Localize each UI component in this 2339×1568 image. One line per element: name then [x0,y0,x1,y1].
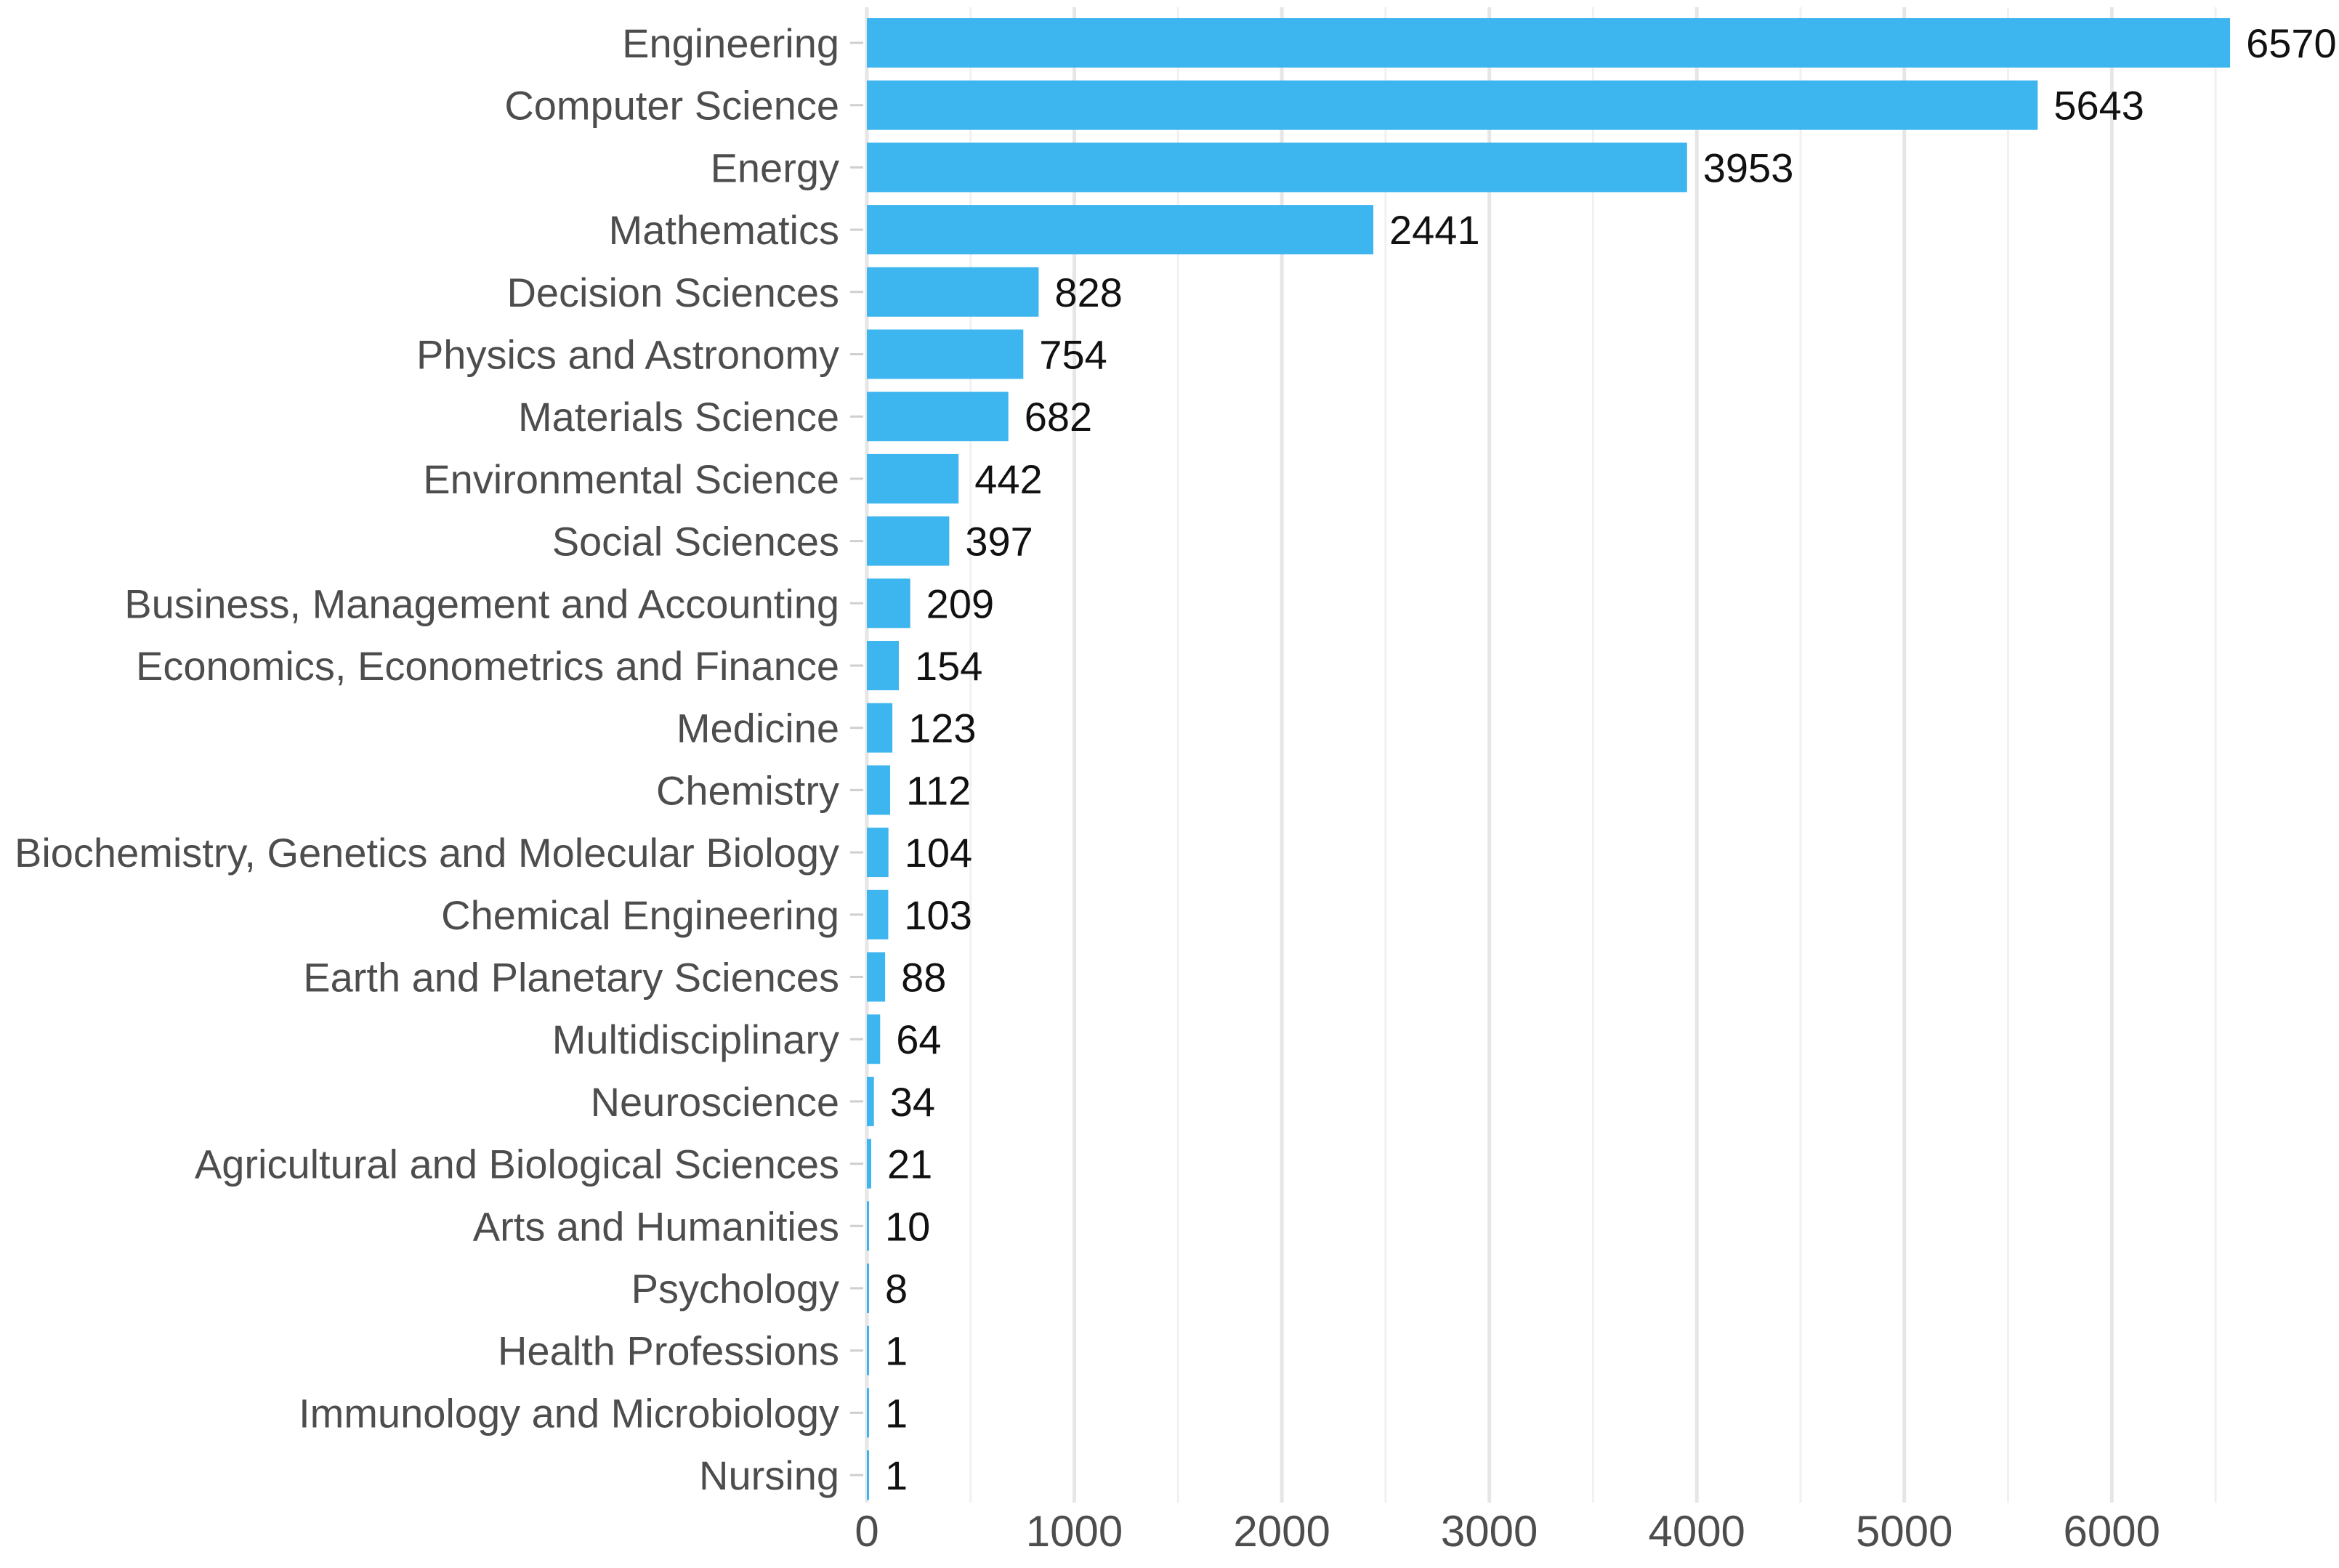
bar-health-professions [867,1325,869,1375]
value-label: 397 [965,519,1033,565]
bar-decision-sciences [867,267,1039,317]
bar-economics-econometrics-and-finance [867,641,899,690]
value-label: 6570 [2246,20,2337,66]
bar-neuroscience [867,1076,874,1126]
value-label: 828 [1054,270,1122,315]
x-axis-labels: 0 1000 2000 3000 4000 5000 6000 [855,1507,2160,1556]
category-label: Earth and Planetary Sciences [303,955,839,1001]
x-tick-label: 1000 [1026,1507,1123,1556]
grid-layer [865,7,2217,1503]
category-label: Physics and Astronomy [416,332,839,378]
value-label: 21 [887,1141,932,1187]
bar-engineering [867,18,2231,68]
bar-chemistry [867,765,890,815]
value-label: 2441 [1389,207,1480,253]
bar-medicine [867,703,893,753]
category-label: Medicine [676,706,839,751]
category-label: Immunology and Microbiology [299,1390,839,1436]
value-label: 64 [896,1017,941,1062]
category-label: Decision Sciences [506,270,839,315]
x-tick-label: 6000 [2064,1507,2160,1556]
category-label: Multidisciplinary [552,1017,839,1062]
bar-biochemistry-genetics-and-molecular-biology [867,828,889,878]
category-label: Health Professions [498,1328,839,1374]
category-label: Biochemistry, Genetics and Molecular Bio… [15,830,839,876]
x-tick-label: 4000 [1648,1507,1745,1556]
category-label: Neuroscience [591,1079,839,1125]
bar-business-management-and-accounting [867,578,910,629]
value-label: 112 [906,767,971,813]
x-tick-label: 2000 [1233,1507,1330,1556]
value-label: 123 [908,706,976,751]
value-label: 10 [885,1203,930,1249]
category-label: Materials Science [518,394,839,440]
value-label: 209 [926,581,994,626]
x-tick-label: 3000 [1441,1507,1538,1556]
value-label: 8 [885,1266,908,1312]
value-label: 754 [1039,332,1107,378]
bar-social-sciences [867,516,950,566]
bar-agricultural-and-biological-sciences [867,1139,871,1189]
category-label: Chemistry [656,767,839,813]
category-label: Environmental Science [423,456,839,502]
category-label: Nursing [699,1452,839,1498]
category-label: Mathematics [609,207,839,253]
category-label: Social Sciences [552,519,839,565]
value-labels: 6570 5643 3953 2441 828 754 682 442 397 209 154 123… [885,20,2337,1498]
bar-energy [867,142,1687,193]
bar-multidisciplinary [867,1014,881,1064]
value-label: 103 [904,892,971,938]
category-label: Business, Management and Accounting [124,581,839,626]
category-label: Computer Science [504,83,839,129]
bar-immunology-and-microbiology [867,1388,869,1438]
category-label: Psychology [631,1266,839,1312]
y-axis-ticks [850,41,863,1476]
category-labels: Engineering Computer Science Energy Mathema… [15,20,839,1498]
category-label: Engineering [622,20,839,66]
category-label: Economics, Econometrics and Finance [136,643,839,689]
bar-mathematics [867,205,1374,255]
value-label: 3953 [1703,145,1794,190]
category-label: Chemical Engineering [441,892,839,938]
x-tick-label: 0 [855,1507,878,1556]
bar-computer-science [867,80,2038,130]
bar-nursing [867,1450,869,1500]
value-label: 154 [915,643,982,689]
bar-materials-science [867,392,1009,442]
value-label: 442 [974,456,1042,502]
category-label: Energy [711,145,839,190]
value-label: 1 [885,1390,908,1436]
bar-environmental-science [867,453,959,504]
value-label: 104 [905,830,972,876]
category-label: Agricultural and Biological Sciences [195,1141,839,1187]
bar-arts-and-humanities [867,1201,869,1251]
bars [867,18,2231,1500]
value-label: 34 [890,1079,935,1125]
bar-chemical-engineering [867,889,889,939]
x-tick-label: 5000 [1856,1507,1952,1556]
bar-earth-and-planetary-sciences [867,952,886,1002]
bar-physics-and-astronomy [867,329,1024,379]
bar-psychology [867,1264,869,1313]
value-label: 1 [885,1328,908,1374]
value-label: 1 [885,1452,908,1498]
category-label: Arts and Humanities [473,1203,839,1249]
value-label: 682 [1025,394,1092,440]
value-label: 5643 [2053,83,2144,129]
value-label: 88 [901,955,946,1001]
